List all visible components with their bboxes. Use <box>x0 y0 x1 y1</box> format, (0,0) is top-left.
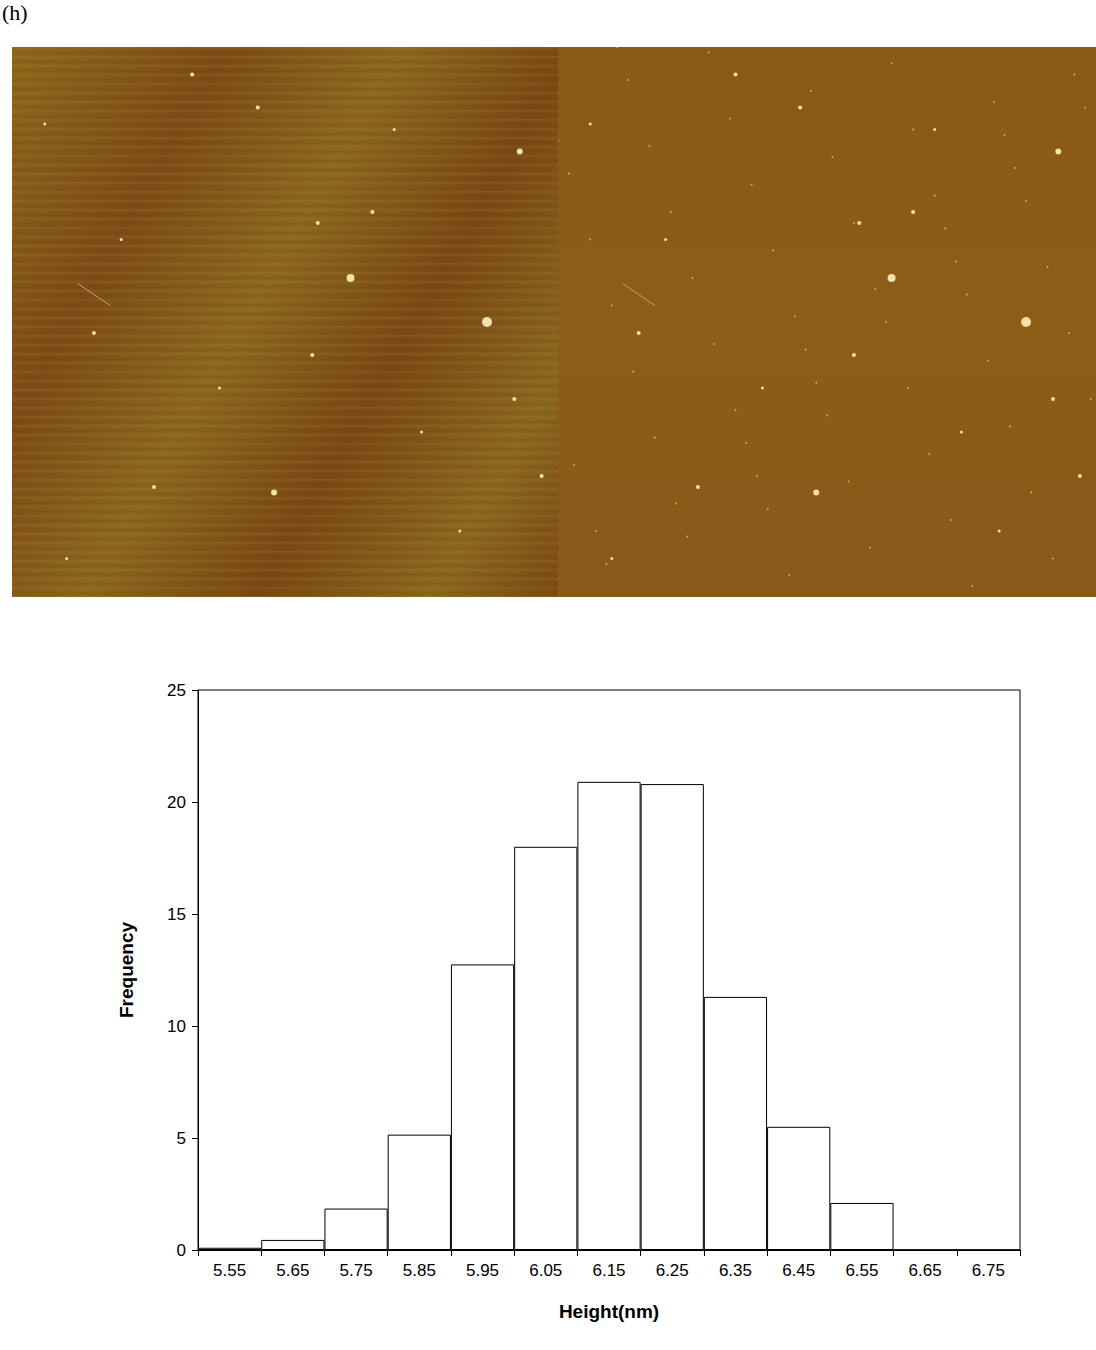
svg-text:5: 5 <box>177 1129 186 1148</box>
svg-text:5.75: 5.75 <box>340 1261 373 1280</box>
svg-text:6.15: 6.15 <box>592 1261 625 1280</box>
svg-text:Height(nm): Height(nm) <box>559 1301 659 1322</box>
svg-text:6.75: 6.75 <box>972 1261 1005 1280</box>
svg-text:20: 20 <box>167 793 186 812</box>
svg-text:5.95: 5.95 <box>466 1261 499 1280</box>
svg-text:6.55: 6.55 <box>845 1261 878 1280</box>
svg-text:Frequency: Frequency <box>116 922 137 1019</box>
svg-text:10: 10 <box>167 1017 186 1036</box>
svg-text:6.05: 6.05 <box>529 1261 562 1280</box>
svg-text:5.65: 5.65 <box>276 1261 309 1280</box>
svg-text:5.55: 5.55 <box>213 1261 246 1280</box>
svg-text:15: 15 <box>167 905 186 924</box>
svg-text:6.65: 6.65 <box>909 1261 942 1280</box>
svg-text:5.85: 5.85 <box>403 1261 436 1280</box>
html-text:(h): (h) <box>2 0 28 25</box>
svg-text:6.25: 6.25 <box>656 1261 689 1280</box>
svg-text:6.45: 6.45 <box>782 1261 815 1280</box>
svg-text:6.35: 6.35 <box>719 1261 752 1280</box>
svg-text:0: 0 <box>177 1241 186 1260</box>
svg-text:25: 25 <box>167 681 186 700</box>
